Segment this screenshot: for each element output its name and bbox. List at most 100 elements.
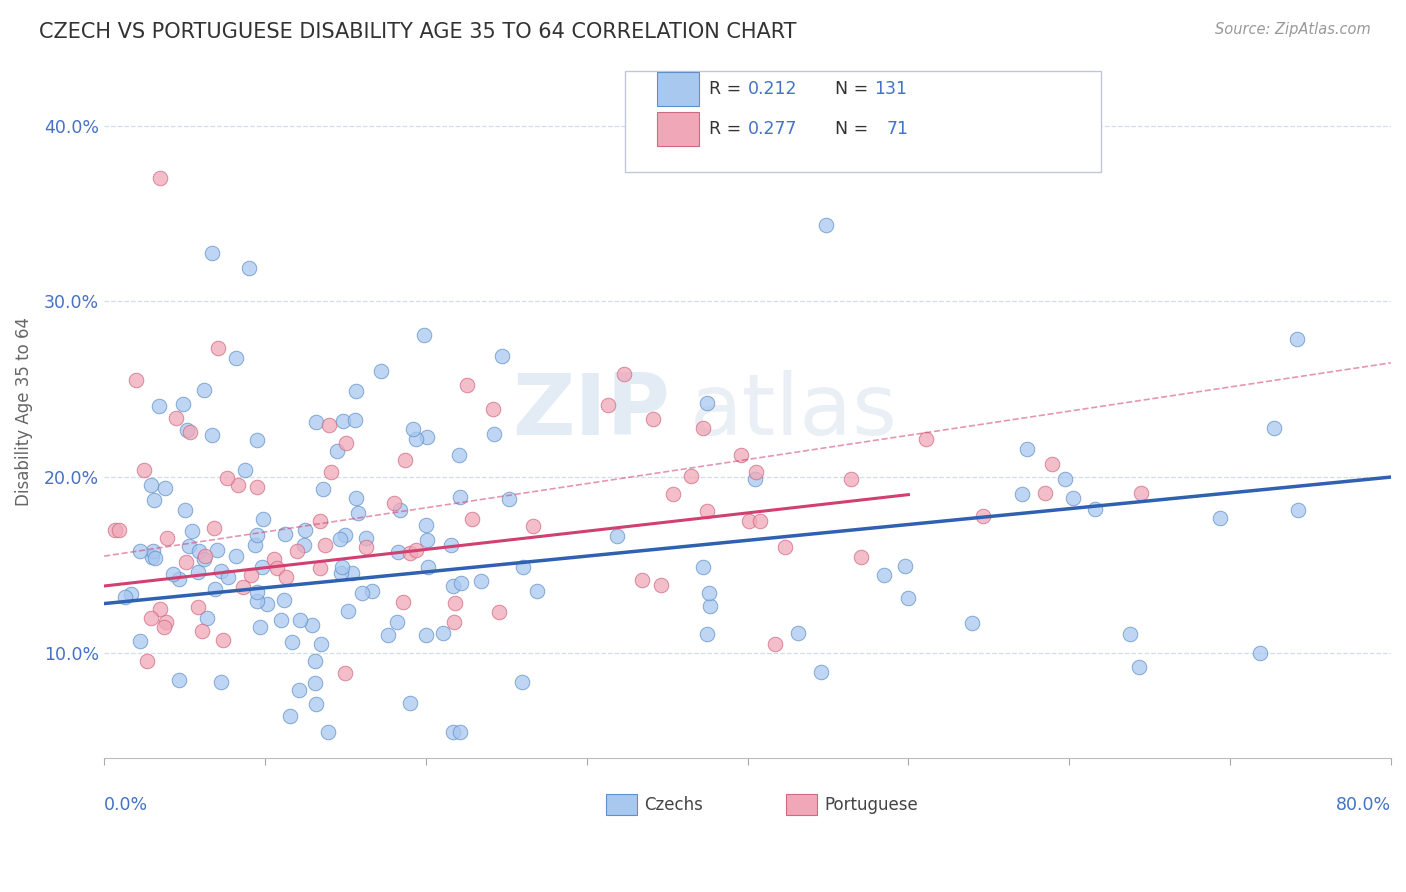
Point <box>149 602 172 616</box>
Point <box>274 526 297 541</box>
Point <box>273 593 295 607</box>
Point <box>124 373 146 387</box>
Point <box>311 482 333 496</box>
Point <box>450 576 472 591</box>
Point <box>141 550 163 565</box>
Point <box>314 538 336 552</box>
Point <box>522 518 544 533</box>
Point <box>385 615 408 630</box>
Point <box>696 396 718 410</box>
Point <box>416 560 439 574</box>
Point <box>201 246 224 260</box>
Point <box>498 491 520 506</box>
Point <box>153 481 176 495</box>
Point <box>613 368 636 382</box>
Point <box>165 411 187 425</box>
Point <box>350 586 373 600</box>
Point <box>340 566 363 580</box>
Point <box>335 665 357 680</box>
Point <box>330 560 353 574</box>
Point <box>120 587 142 601</box>
Point <box>696 503 718 517</box>
Text: CZECH VS PORTUGUESE DISABILITY AGE 35 TO 64 CORRELATION CHART: CZECH VS PORTUGUESE DISABILITY AGE 35 TO… <box>39 22 797 42</box>
Point <box>354 540 377 554</box>
Point <box>205 543 228 558</box>
Point <box>305 697 328 711</box>
Point <box>1249 646 1271 660</box>
Point <box>204 582 226 596</box>
Point <box>246 480 269 494</box>
Point <box>225 351 247 366</box>
Point <box>692 420 714 434</box>
Point <box>155 615 177 629</box>
Point <box>1033 486 1056 500</box>
Text: Source: ZipAtlas.com: Source: ZipAtlas.com <box>1215 22 1371 37</box>
Point <box>202 521 225 535</box>
Point <box>153 620 176 634</box>
Point <box>449 490 471 504</box>
Point <box>1286 503 1309 517</box>
Point <box>176 423 198 437</box>
Point <box>177 539 200 553</box>
Point <box>402 422 425 436</box>
FancyBboxPatch shape <box>626 71 1101 171</box>
Point <box>388 503 411 517</box>
Point <box>174 503 197 517</box>
Point <box>696 627 718 641</box>
Point <box>309 561 332 575</box>
Text: 0.277: 0.277 <box>748 120 797 138</box>
Y-axis label: Disability Age 35 to 64: Disability Age 35 to 64 <box>15 317 32 506</box>
Point <box>443 615 465 630</box>
Point <box>662 487 685 501</box>
Point <box>399 546 422 560</box>
Point <box>851 550 873 565</box>
Point <box>246 433 269 447</box>
Point <box>305 416 328 430</box>
Point <box>415 628 437 642</box>
Point <box>773 541 796 555</box>
Point <box>461 512 484 526</box>
Point <box>174 555 197 569</box>
Point <box>1040 457 1063 471</box>
Point <box>128 634 150 648</box>
Point <box>510 674 533 689</box>
Point <box>643 411 665 425</box>
Point <box>232 580 254 594</box>
Point <box>141 611 163 625</box>
Point <box>187 544 209 558</box>
Point <box>281 634 304 648</box>
Point <box>250 560 273 574</box>
Point <box>193 552 215 566</box>
Point <box>134 463 156 477</box>
Text: atlas: atlas <box>689 369 897 452</box>
Text: ZIP: ZIP <box>513 369 671 452</box>
Point <box>252 512 274 526</box>
Point <box>329 532 352 546</box>
Point <box>318 417 340 432</box>
Point <box>136 654 159 668</box>
Point <box>482 426 505 441</box>
Point <box>738 514 761 528</box>
Point <box>190 624 212 638</box>
Point <box>142 544 165 558</box>
Point <box>156 531 179 545</box>
Point <box>278 709 301 723</box>
Point <box>415 533 437 548</box>
Point <box>699 599 721 613</box>
Point <box>187 599 209 614</box>
FancyBboxPatch shape <box>658 112 699 145</box>
Point <box>226 478 249 492</box>
Point <box>294 523 316 537</box>
Point <box>217 471 239 485</box>
Point <box>246 528 269 542</box>
Point <box>301 618 323 632</box>
Point <box>1119 627 1142 641</box>
Point <box>246 584 269 599</box>
Point <box>141 478 163 492</box>
Point <box>285 544 308 558</box>
Point <box>744 472 766 486</box>
Point <box>447 448 470 462</box>
Point <box>243 537 266 551</box>
Point <box>405 432 427 446</box>
Text: Czechs: Czechs <box>644 796 703 814</box>
